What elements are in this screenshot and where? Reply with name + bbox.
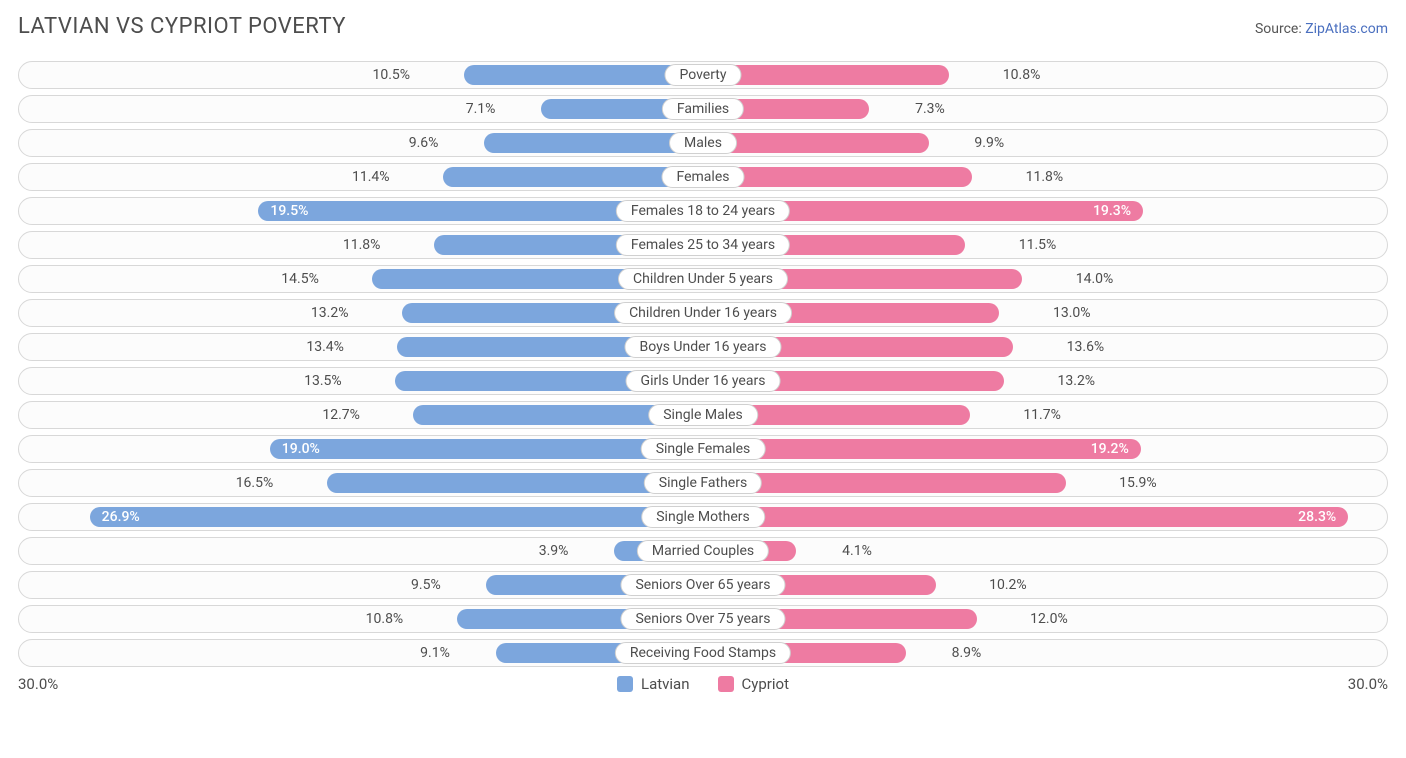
value-cypriot: 11.8% xyxy=(1018,164,1064,190)
bar-latvian xyxy=(270,439,703,459)
value-latvian: 9.5% xyxy=(411,572,449,598)
category-label: Females 18 to 24 years xyxy=(616,200,790,222)
bar-latvian xyxy=(90,507,703,527)
category-label: Females 25 to 34 years xyxy=(616,234,790,256)
value-latvian: 7.1% xyxy=(466,96,504,122)
legend-swatch-latvian xyxy=(617,676,633,692)
value-latvian: 13.4% xyxy=(306,334,352,360)
chart-row: 9.6% 9.9% Males xyxy=(18,129,1388,157)
chart-rows: 10.5% 10.8% Poverty 7.1% 7.3% Families 9.6% 9.9… xyxy=(18,61,1388,667)
category-label: Boys Under 16 years xyxy=(624,336,781,358)
chart-footer: 30.0% Latvian Cypriot 30.0% xyxy=(18,675,1388,693)
category-label: Single Males xyxy=(648,404,758,426)
value-latvian: 13.2% xyxy=(311,300,357,326)
value-cypriot: 13.2% xyxy=(1050,368,1096,394)
value-cypriot: 9.9% xyxy=(966,130,1004,156)
chart-row: 19.0% 19.2% Single Females xyxy=(18,435,1388,463)
category-label: Single Mothers xyxy=(641,506,765,528)
value-cypriot: 7.3% xyxy=(907,96,945,122)
value-latvian: 9.1% xyxy=(420,640,458,666)
category-label: Poverty xyxy=(664,64,741,86)
value-cypriot: 10.2% xyxy=(981,572,1027,598)
legend-item-cypriot: Cypriot xyxy=(718,675,789,693)
bar-cypriot xyxy=(703,439,1141,459)
category-label: Single Females xyxy=(641,438,766,460)
value-cypriot: 15.9% xyxy=(1111,470,1157,496)
chart-row: 10.5% 10.8% Poverty xyxy=(18,61,1388,89)
category-label: Girls Under 16 years xyxy=(626,370,781,392)
source-link[interactable]: ZipAtlas.com xyxy=(1305,21,1388,37)
value-cypriot: 19.3% xyxy=(1093,198,1143,224)
chart-row: 9.5% 10.2% Seniors Over 65 years xyxy=(18,571,1388,599)
value-latvian: 10.5% xyxy=(372,62,418,88)
axis-max-right: 30.0% xyxy=(1348,675,1388,693)
chart-row: 10.8% 12.0% Seniors Over 75 years xyxy=(18,605,1388,633)
value-cypriot: 11.7% xyxy=(1015,402,1061,428)
chart-row: 13.4% 13.6% Boys Under 16 years xyxy=(18,333,1388,361)
value-latvian: 14.5% xyxy=(281,266,327,292)
value-cypriot: 13.6% xyxy=(1059,334,1105,360)
category-label: Seniors Over 75 years xyxy=(620,608,785,630)
chart-header: LATVIAN VS CYPRIOT POVERTY Source: ZipAt… xyxy=(18,14,1388,39)
chart-source: Source: ZipAtlas.com xyxy=(1255,21,1388,37)
category-label: Females xyxy=(662,166,745,188)
value-latvian: 3.9% xyxy=(539,538,577,564)
value-latvian: 12.7% xyxy=(322,402,368,428)
chart-row: 16.5% 15.9% Single Fathers xyxy=(18,469,1388,497)
value-cypriot: 14.0% xyxy=(1068,266,1114,292)
chart-row: 11.8% 11.5% Females 25 to 34 years xyxy=(18,231,1388,259)
category-label: Families xyxy=(662,98,744,120)
axis-max-left: 30.0% xyxy=(18,675,58,693)
bar-cypriot xyxy=(703,507,1348,527)
value-cypriot: 12.0% xyxy=(1022,606,1068,632)
value-latvian: 13.5% xyxy=(304,368,350,394)
chart-row: 11.4% 11.8% Females xyxy=(18,163,1388,191)
legend: Latvian Cypriot xyxy=(617,675,789,693)
chart-title: LATVIAN VS CYPRIOT POVERTY xyxy=(18,14,346,39)
category-label: Receiving Food Stamps xyxy=(615,642,791,664)
legend-label-latvian: Latvian xyxy=(641,675,690,693)
value-cypriot: 4.1% xyxy=(834,538,872,564)
chart-row: 12.7% 11.7% Single Males xyxy=(18,401,1388,429)
value-latvian: 11.4% xyxy=(352,164,398,190)
chart-row: 9.1% 8.9% Receiving Food Stamps xyxy=(18,639,1388,667)
value-cypriot: 19.2% xyxy=(1091,436,1141,462)
value-cypriot: 11.5% xyxy=(1011,232,1057,258)
category-label: Married Couples xyxy=(637,540,769,562)
category-label: Seniors Over 65 years xyxy=(620,574,785,596)
chart-row: 7.1% 7.3% Families xyxy=(18,95,1388,123)
category-label: Males xyxy=(669,132,737,154)
value-cypriot: 8.9% xyxy=(944,640,982,666)
chart-row: 19.5% 19.3% Females 18 to 24 years xyxy=(18,197,1388,225)
value-cypriot: 28.3% xyxy=(1298,504,1348,530)
value-latvian: 19.5% xyxy=(258,198,308,224)
value-latvian: 26.9% xyxy=(90,504,140,530)
category-label: Single Fathers xyxy=(644,472,762,494)
legend-swatch-cypriot xyxy=(718,676,734,692)
value-latvian: 19.0% xyxy=(270,436,320,462)
value-latvian: 11.8% xyxy=(343,232,389,258)
value-latvian: 16.5% xyxy=(236,470,282,496)
chart-row: 14.5% 14.0% Children Under 5 years xyxy=(18,265,1388,293)
source-prefix: Source: xyxy=(1255,21,1305,37)
chart-row: 3.9% 4.1% Married Couples xyxy=(18,537,1388,565)
value-cypriot: 10.8% xyxy=(995,62,1041,88)
value-latvian: 10.8% xyxy=(366,606,412,632)
value-latvian: 9.6% xyxy=(409,130,447,156)
category-label: Children Under 5 years xyxy=(618,268,788,290)
legend-item-latvian: Latvian xyxy=(617,675,690,693)
chart-row: 13.2% 13.0% Children Under 16 years xyxy=(18,299,1388,327)
chart-row: 26.9% 28.3% Single Mothers xyxy=(18,503,1388,531)
chart-row: 13.5% 13.2% Girls Under 16 years xyxy=(18,367,1388,395)
value-cypriot: 13.0% xyxy=(1045,300,1091,326)
legend-label-cypriot: Cypriot xyxy=(742,675,789,693)
category-label: Children Under 16 years xyxy=(614,302,792,324)
